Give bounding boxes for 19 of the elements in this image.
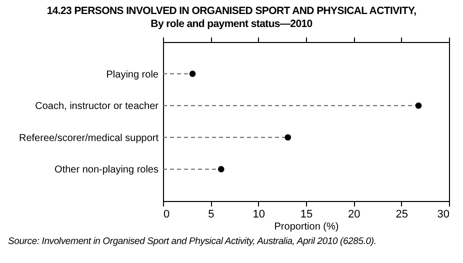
source-note: Source: Involvement in Organised Sport and Physical Activity, Australia, April 2010 (6285.0). <box>8 236 376 247</box>
chart-subtitle: By role and payment status—2010 <box>150 18 314 31</box>
y-tick-label: Playing role <box>106 69 159 80</box>
x-tick-label: 10 <box>252 208 265 220</box>
x-tick-label: 5 <box>208 208 214 220</box>
x-tick-label: 30 <box>437 208 450 220</box>
x-tick-label: 0 <box>164 208 170 220</box>
x-axis-title: Proportion (%) <box>274 222 339 232</box>
x-tick-label: 20 <box>348 208 360 220</box>
y-tick-label: Coach, instructor or teacher <box>35 101 160 112</box>
point <box>218 166 224 172</box>
chart-title: 14.23 PERSONS INVOLVED IN ORGANISED SPORT AND PHYSICAL ACTIVITY, <box>46 5 418 18</box>
point <box>284 134 292 141</box>
point <box>189 70 196 77</box>
x-tick-label: 25 <box>396 208 408 220</box>
y-tick-label: Referee/scorer/medical support <box>18 132 159 144</box>
y-tick-label: Other non-playing roles <box>54 164 158 176</box>
x-tick-label: 15 <box>300 208 313 220</box>
point <box>415 102 422 109</box>
